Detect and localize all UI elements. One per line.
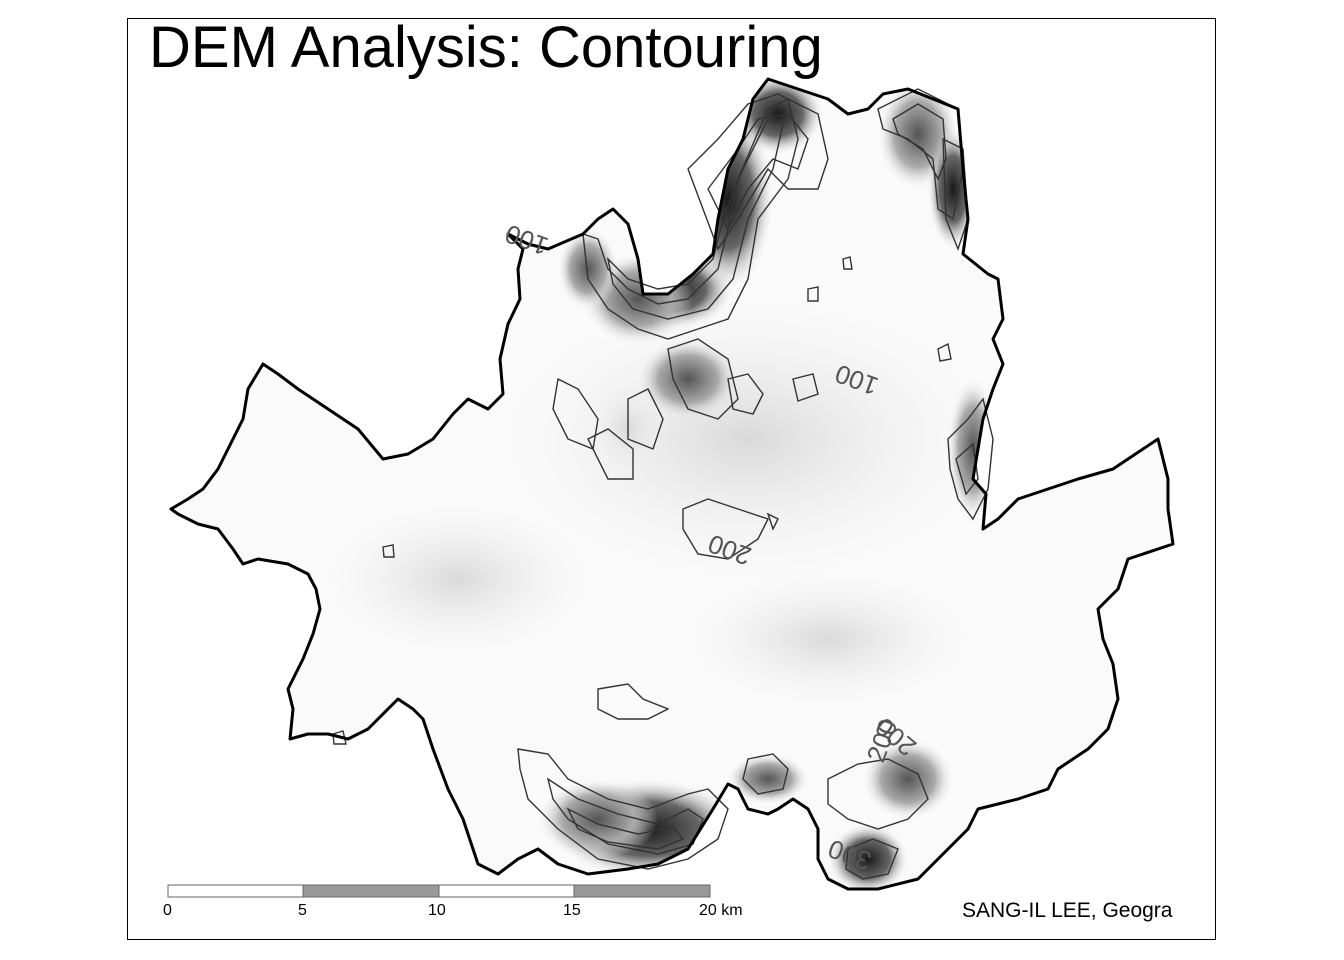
contour-label-100-north: 100: [501, 219, 552, 262]
terrain-shading: [171, 79, 1173, 889]
map-credit: SANG-IL LEE, Geogra: [962, 899, 1173, 922]
scale-bar-segment: [573, 884, 711, 898]
map-title: DEM Analysis: Contouring: [149, 18, 823, 80]
scale-bar: [167, 884, 711, 898]
scale-tick-label: 15: [563, 902, 581, 919]
scale-bar-segment: [302, 884, 440, 898]
scale-tick-label: 5: [298, 902, 307, 919]
map-panel: 100 100 200 200 200 300 DEM Analysis: Co…: [127, 18, 1216, 940]
contour-lines: [332, 88, 994, 880]
scale-bar-segment: [167, 884, 304, 898]
scale-tick-label: 0: [163, 902, 172, 919]
scale-bar-segment: [438, 884, 575, 898]
city-boundary: [169, 77, 1175, 891]
scale-tick-label: 20 km: [699, 902, 743, 919]
scale-tick-label: 10: [428, 902, 446, 919]
dem-map: 100 100 200 200 200 300: [167, 77, 1175, 898]
